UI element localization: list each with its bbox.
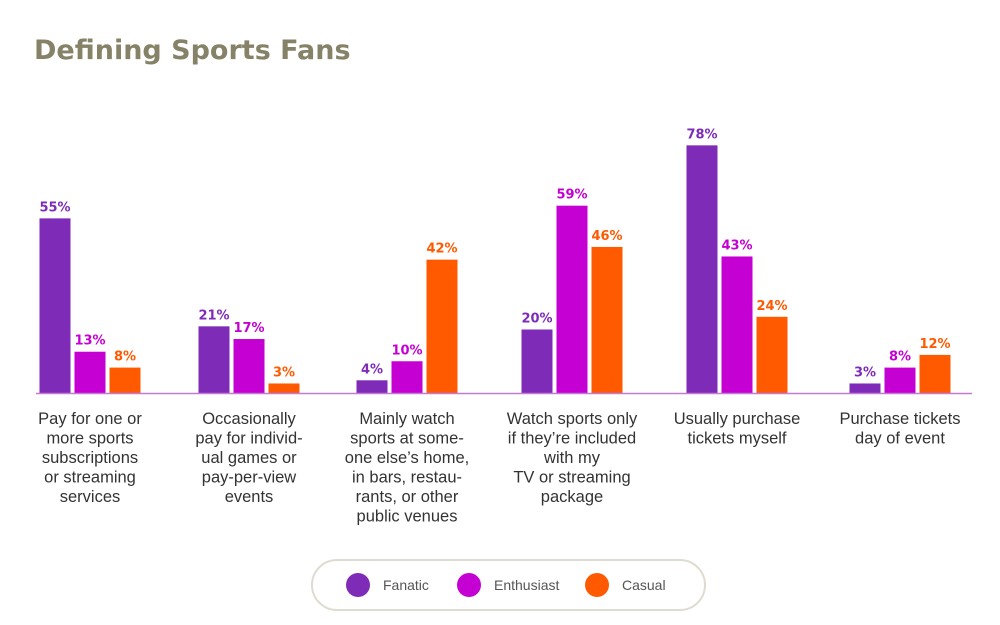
bar-fanatic-1 bbox=[198, 326, 230, 393]
bar-enthusiast-5 bbox=[884, 367, 916, 393]
value-label-enthusiast-2: 10% bbox=[391, 343, 422, 358]
value-label-fanatic-5: 3% bbox=[854, 365, 876, 380]
value-label-enthusiast-5: 8% bbox=[889, 350, 911, 365]
category-label-4: Usually purchase tickets myself bbox=[674, 410, 801, 448]
bar-casual-3 bbox=[591, 246, 623, 393]
legend-swatch-enthusiast bbox=[457, 573, 481, 597]
bar-enthusiast-1 bbox=[233, 339, 265, 393]
category-labels-group: Pay for one or more sports subscriptions or… bbox=[38, 410, 960, 526]
bar-casual-2 bbox=[426, 259, 458, 393]
value-label-fanatic-0: 55% bbox=[39, 200, 70, 215]
bar-fanatic-4 bbox=[686, 145, 718, 393]
legend-label-enthusiast: Enthusiast bbox=[494, 577, 559, 593]
bar-fanatic-3 bbox=[521, 329, 553, 393]
value-label-enthusiast-3: 59% bbox=[556, 188, 587, 203]
value-label-casual-0: 8% bbox=[114, 350, 136, 365]
value-label-casual-2: 42% bbox=[426, 242, 457, 257]
category-label-3: Watch sports only if they’re included with… bbox=[507, 410, 638, 506]
bar-casual-1 bbox=[268, 383, 300, 393]
category-label-5: Purchase tickets day of event bbox=[839, 410, 960, 448]
value-label-casual-1: 3% bbox=[273, 365, 295, 380]
legend-label-casual: Casual bbox=[622, 577, 666, 593]
value-label-enthusiast-1: 17% bbox=[233, 321, 264, 336]
category-label-0: Pay for one or more sports subscriptions or… bbox=[38, 410, 142, 506]
bar-fanatic-0 bbox=[39, 218, 71, 393]
bar-fanatic-2 bbox=[356, 380, 388, 393]
bar-casual-4 bbox=[756, 316, 788, 393]
value-label-fanatic-2: 4% bbox=[361, 362, 383, 377]
value-labels-group: 55% 21% 4% 20% 78% 3% 13% 17% 10% 59% 43% 8% 8% 3% 42%… bbox=[39, 127, 950, 380]
value-label-fanatic-3: 20% bbox=[521, 312, 552, 327]
legend: Fanatic Enthusiast Casual bbox=[311, 559, 706, 611]
value-label-enthusiast-0: 13% bbox=[74, 334, 105, 349]
value-label-casual-5: 12% bbox=[919, 337, 950, 352]
bar-enthusiast-3 bbox=[556, 205, 588, 393]
chart-title: Defining Sports Fans bbox=[34, 35, 351, 66]
legend-label-fanatic: Fanatic bbox=[383, 577, 429, 593]
bar-enthusiast-0 bbox=[74, 351, 106, 393]
legend-swatch-casual bbox=[585, 573, 609, 597]
bar-casual-5 bbox=[919, 354, 951, 393]
value-label-casual-4: 24% bbox=[756, 299, 787, 314]
legend-box bbox=[311, 559, 706, 611]
value-label-fanatic-1: 21% bbox=[198, 308, 229, 323]
bar-enthusiast-4 bbox=[721, 256, 753, 393]
legend-swatch-fanatic bbox=[346, 573, 370, 597]
bars-group bbox=[39, 145, 951, 393]
bar-casual-0 bbox=[109, 367, 141, 393]
bar-fanatic-5 bbox=[849, 383, 881, 393]
bar-enthusiast-2 bbox=[391, 361, 423, 393]
value-label-enthusiast-4: 43% bbox=[721, 238, 752, 253]
value-label-fanatic-4: 78% bbox=[686, 127, 717, 142]
category-label-1: Occasionally pay for individ-ual games or… bbox=[195, 410, 302, 506]
category-label-2: Mainly watch sports at some-one else’s ho… bbox=[345, 410, 469, 526]
value-label-casual-3: 46% bbox=[591, 229, 622, 244]
